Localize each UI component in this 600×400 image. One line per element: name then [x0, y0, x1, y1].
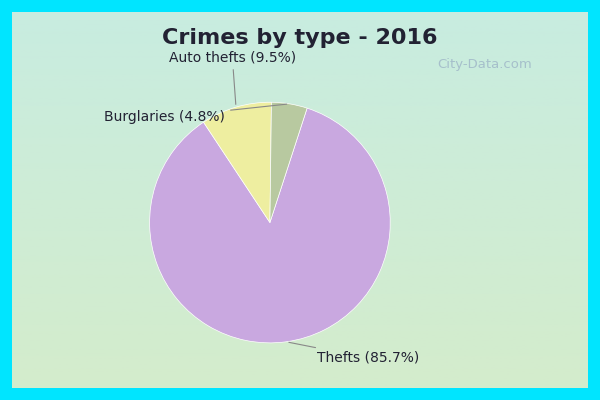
Wedge shape [270, 102, 307, 222]
Text: Thefts (85.7%): Thefts (85.7%) [289, 342, 419, 365]
Text: Crimes by type - 2016: Crimes by type - 2016 [162, 28, 438, 48]
Wedge shape [203, 102, 271, 222]
Text: Burglaries (4.8%): Burglaries (4.8%) [104, 104, 287, 124]
Text: City-Data.com: City-Data.com [437, 58, 532, 71]
Wedge shape [149, 108, 390, 343]
Text: Auto thefts (9.5%): Auto thefts (9.5%) [169, 50, 296, 104]
